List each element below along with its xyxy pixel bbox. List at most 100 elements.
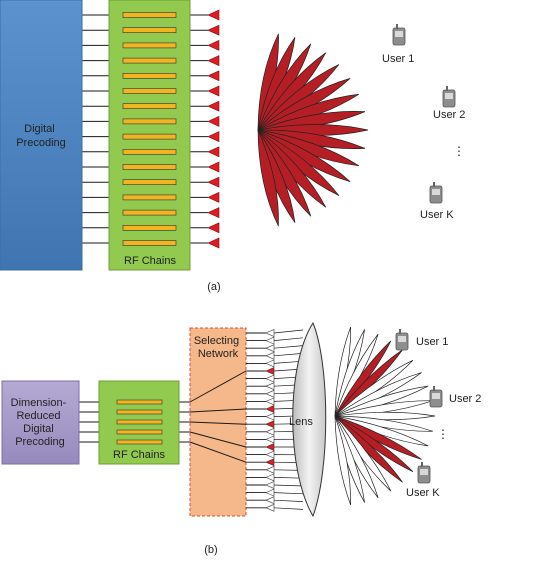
antenna-element [207,191,220,203]
antenna-element [265,473,275,482]
lens-feed-line [273,507,304,510]
antenna-element [265,496,275,505]
antenna-element [265,351,275,360]
antenna-element [265,481,275,489]
user-device-icon [417,462,431,484]
selector-connection [189,431,247,448]
antenna-element [265,435,275,444]
user-device-icon [429,386,443,408]
antenna-element [265,382,275,391]
panel-a: Digital Precoding RF Chains User 1 User … [0,0,465,293]
rf-chain-bars-a [122,12,177,246]
rf-chains-label-a: RF Chains [124,255,176,267]
rf-chain-bar [122,118,177,125]
rf-chains-label-b: RF Chains [113,449,165,461]
rf-chain-bar [116,429,163,435]
rf-chain-bar [122,103,177,109]
caption-b: (b) [204,544,217,556]
lens-feed-line [273,499,304,502]
rf-chain-bar [122,179,177,185]
antenna-element [265,420,275,429]
lens-feed-line [273,345,304,349]
antenna-element [265,359,275,368]
beam-lobe [334,415,352,506]
rf-chain-bar [116,399,163,405]
antenna-element [265,389,275,398]
antenna-element [265,336,275,345]
rf-chain-bars-b [116,399,163,445]
user-device-icon [395,329,409,351]
dimension-reduced-precoding-label: Dimension- Reduced Digital Precoding [11,397,70,448]
antenna-element [207,55,220,67]
antenna-element [207,161,220,173]
digital-precoding-block [0,0,83,271]
rf-chain-bar [122,12,177,18]
antenna-element [207,207,220,219]
user-2-label-b: User 2 [449,393,481,405]
beam-lobe [257,129,279,227]
rf-chain-bar [122,194,177,201]
rf-chains-block-b [98,380,180,465]
antenna-element [207,176,220,188]
antenna-element [265,412,275,421]
selector-connection [189,421,247,425]
user-device-icon [442,86,456,108]
antenna-element [265,374,275,383]
user-device-icon [392,24,406,46]
rf-chain-bar [122,88,177,94]
antenna-element [265,443,275,451]
antenna-element [265,397,275,406]
antenna-element [207,100,220,112]
selector-connection [189,441,247,463]
user-k-label-b: User K [406,487,440,499]
antenna-element [207,9,220,21]
antenna-element [265,329,275,337]
rf-chain-bar [122,240,177,246]
antenna-element [265,465,275,474]
digital-precoding-label: Digital Precoding [16,123,66,149]
antenna-element [207,85,220,97]
antenna-element [207,237,220,249]
ellipsis-a: ⋮ [453,144,465,158]
rf-chain-bar [116,439,163,445]
rf-chain-bar [122,209,177,216]
antenna-element [207,70,220,82]
beam-pattern-b [334,326,436,506]
selector-connection [189,370,247,403]
lens-feed-line [273,329,304,334]
antenna-element [207,39,220,51]
rf-chain-bar [116,419,163,425]
antenna-element [265,488,275,497]
antenna-element [265,405,275,413]
dimension-reduced-precoding-block [1,380,80,465]
ellipsis-b: ⋮ [437,427,449,441]
selecting-network-connections [189,332,266,509]
antenna-element [207,222,220,234]
selecting-network-label: Selecting Network [194,335,242,360]
user-1-label-a: User 1 [382,53,414,65]
user-1-label-b: User 1 [416,336,448,348]
antenna-element [265,458,275,467]
lens-feed-line [273,477,304,479]
panel-b: Dimension- Reduced Digital Precoding RF … [1,321,481,556]
rf-chain-bar [122,57,177,64]
lens-label: Lens [289,416,313,428]
lens-feed-line [273,353,304,357]
lens [292,321,327,518]
antenna-element [265,344,275,353]
user-k-label-a: User K [420,209,454,221]
lens-feed-line [273,484,304,487]
antenna-element [207,24,220,36]
rf-chain-bar [122,164,177,170]
selector-connection [189,408,247,413]
lens-feed-line [273,492,304,495]
rf-chain-bar [122,73,177,79]
rf-chain-bar [122,149,177,155]
antenna-element [265,427,275,436]
rf-chain-bar [122,133,177,140]
antenna-element [207,146,220,158]
antenna-array-b [265,329,304,512]
rf-chain-bar [116,409,163,415]
user-2-label-a: User 2 [433,109,465,121]
